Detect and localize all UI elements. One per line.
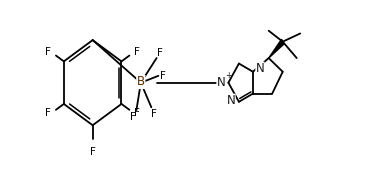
Text: N: N [227,94,235,107]
Text: F: F [151,109,157,119]
Text: B: B [137,76,145,88]
Text: F: F [134,108,140,118]
Text: F: F [157,48,163,58]
Text: F: F [130,112,136,122]
Text: F: F [160,71,166,81]
Text: +: + [225,71,231,80]
Polygon shape [269,39,284,58]
Text: F: F [45,108,51,118]
Text: F: F [134,47,140,57]
Text: F: F [90,147,96,157]
Text: N: N [217,76,225,89]
Text: F: F [45,47,51,57]
Text: N: N [256,62,264,75]
